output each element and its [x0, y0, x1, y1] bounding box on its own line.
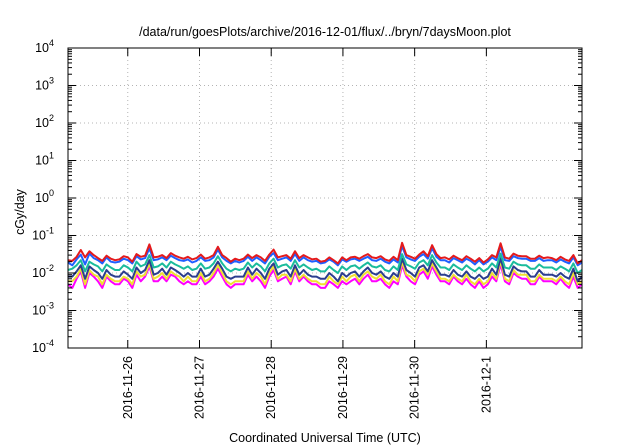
series-layer: [67, 241, 583, 289]
axes: [67, 47, 583, 349]
y-tick-label: 10-1: [32, 226, 54, 243]
y-tick-label: 101: [35, 151, 54, 168]
y-tick-base: 10: [35, 79, 49, 93]
y-axis-label: cGy/day: [13, 188, 27, 235]
y-tick-exponent: 2: [49, 113, 54, 123]
grid: [68, 48, 582, 348]
y-tick-exponent: -3: [46, 301, 54, 311]
y-tick-label: 10-4: [32, 338, 54, 355]
y-tick-exponent: -4: [46, 338, 54, 348]
x-tick-label: 2016-11-29: [336, 356, 350, 419]
series-line-6: [67, 263, 583, 289]
x-axis-label: Coordinated Universal Time (UTC): [229, 431, 421, 445]
x-tick-label: 2016-12-1: [479, 356, 493, 413]
y-tick-label: 10-2: [32, 263, 54, 280]
x-tick-label: 2016-11-26: [121, 356, 135, 419]
y-tick-base: 10: [32, 304, 46, 318]
y-tick-exponent: 0: [49, 188, 54, 198]
x-tick-label: 2016-11-30: [408, 356, 422, 419]
y-tick-exponent: 3: [49, 76, 54, 86]
y-tick-exponent: -2: [46, 263, 54, 273]
y-tick-label: 104: [35, 38, 54, 55]
y-tick-base: 10: [35, 154, 49, 168]
y-tick-base: 10: [35, 191, 49, 205]
series-line-3: [67, 252, 583, 274]
y-tick-base: 10: [35, 41, 49, 55]
y-tick-base: 10: [35, 116, 49, 130]
series-line-1: [67, 241, 583, 265]
series-line-4: [68, 257, 583, 283]
y-tick-exponent: 4: [49, 38, 54, 48]
y-tick-exponent: -1: [46, 226, 54, 236]
x-tick-label: 2016-11-27: [192, 356, 206, 419]
y-tick-exponent: 1: [49, 151, 54, 161]
y-tick-label: 10-3: [32, 301, 54, 318]
plot-frame: [67, 47, 583, 349]
x-tick-label: 2016-11-28: [264, 356, 278, 419]
y-tick-label: 102: [35, 113, 54, 130]
series-line-5: [68, 259, 583, 286]
y-tick-label: 100: [35, 188, 54, 205]
x-tick-labels: 2016-11-26 2016-11-27 2016-11-28 2016-11-29…: [121, 356, 494, 419]
y-tick-base: 10: [32, 341, 46, 355]
y-tick-base: 10: [32, 266, 46, 280]
y-tick-base: 10: [32, 229, 46, 243]
chart-title: /data/run/goesPlots/archive/2016-12-01/f…: [139, 25, 511, 39]
y-tick-label: 103: [35, 76, 54, 93]
series-line-2: [67, 245, 583, 267]
